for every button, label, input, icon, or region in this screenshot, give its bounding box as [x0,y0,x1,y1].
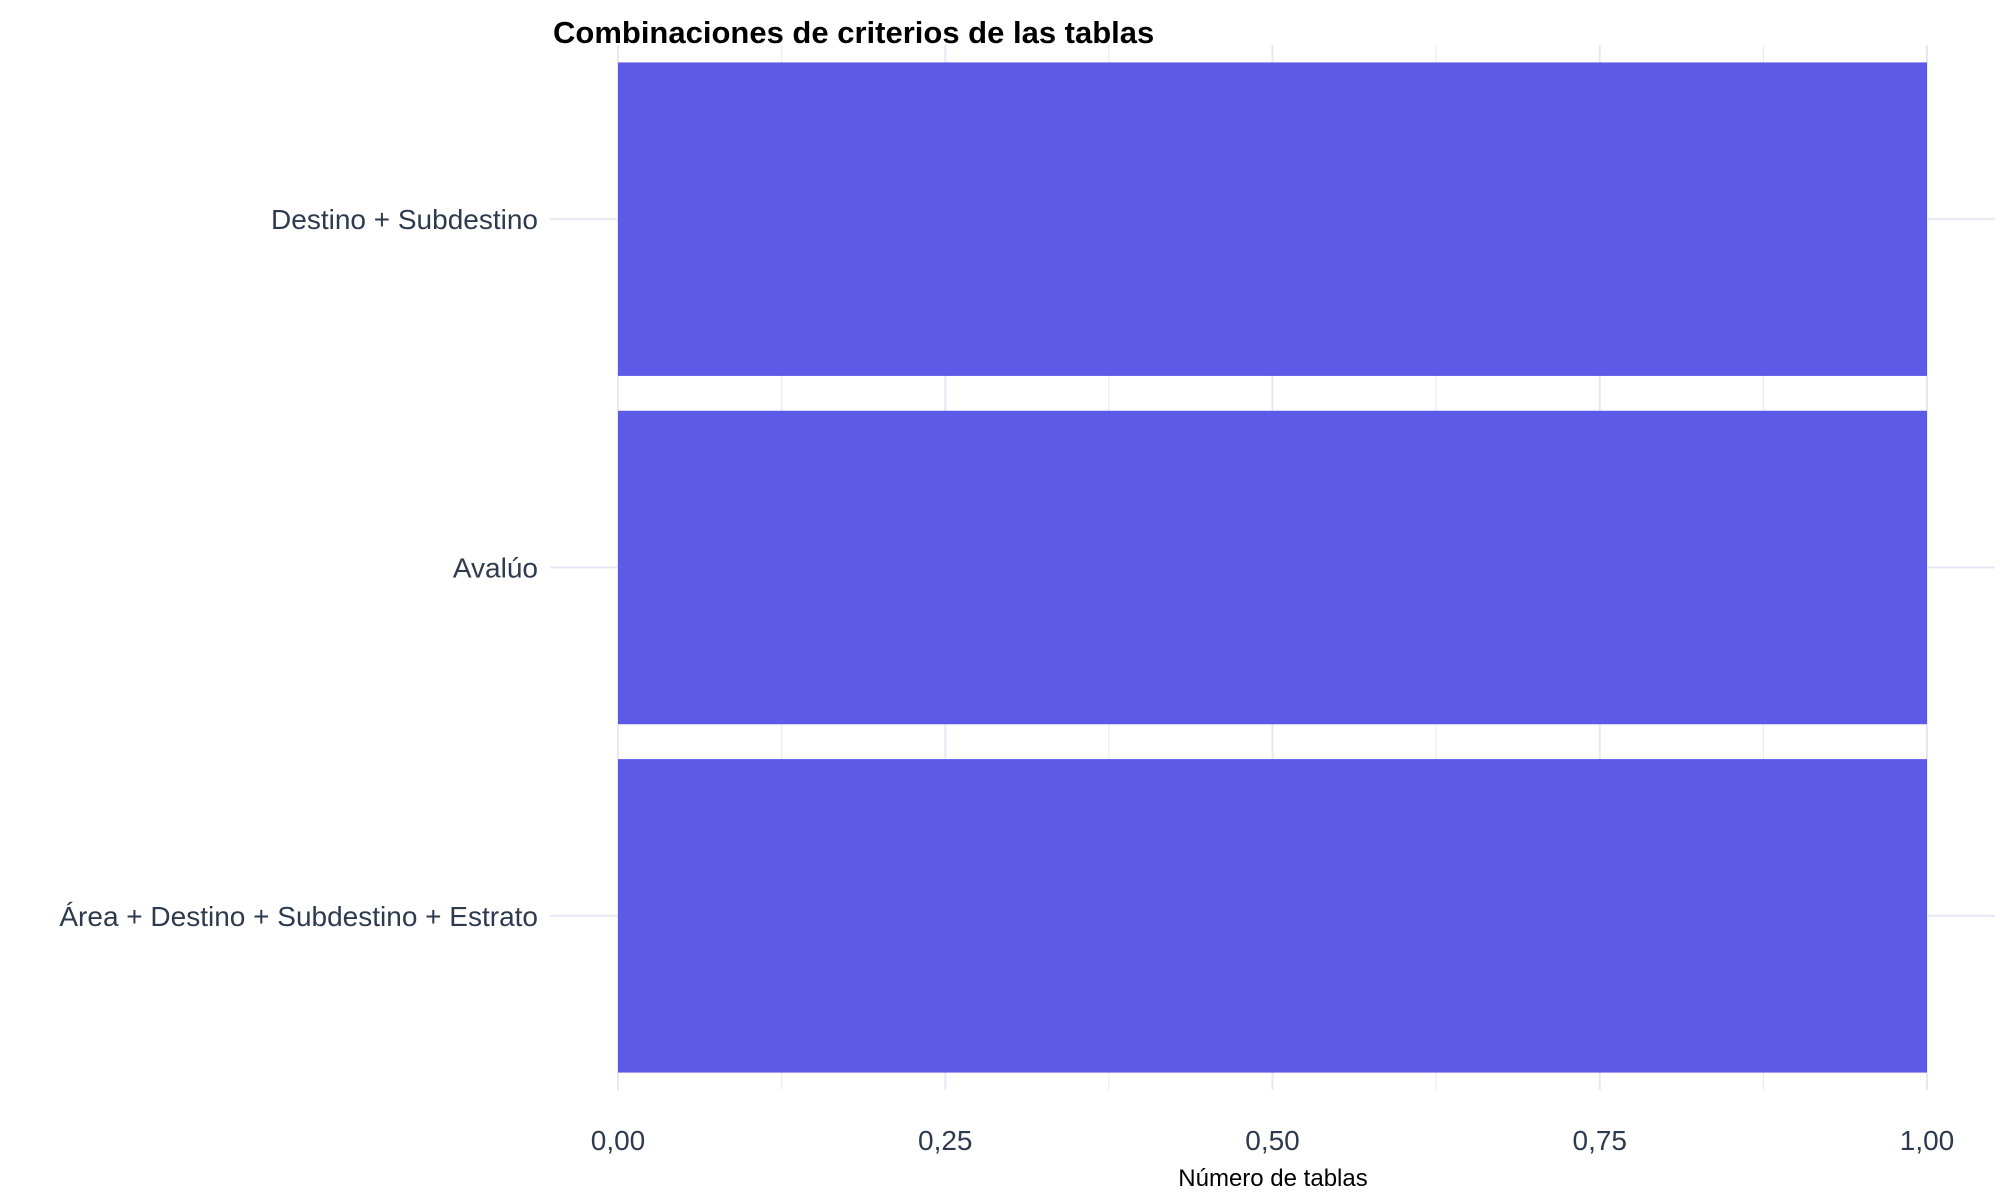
y-tick-label: Destino + Subdestino [271,204,538,235]
y-tick-label: Avalúo [453,553,538,584]
chart-title: Combinaciones de criterios de las tablas [553,15,1154,50]
label-layer: Destino + Subdestino Avalúo Área + Destino… [59,204,1954,1156]
x-axis-title: Número de tablas [1178,1165,1367,1192]
x-tick-label: 1,00 [1900,1125,1955,1156]
x-tick-label: 0,25 [918,1125,973,1156]
bar [618,759,1927,1073]
bar [618,62,1927,376]
y-tick-label: Área + Destino + Subdestino + Estrato [59,901,538,932]
x-tick-label: 0,00 [591,1125,646,1156]
bar [618,410,1927,725]
bar-layer [618,62,1927,1073]
x-tick-label: 0,75 [1573,1125,1628,1156]
x-tick-label: 0,50 [1245,1125,1300,1156]
